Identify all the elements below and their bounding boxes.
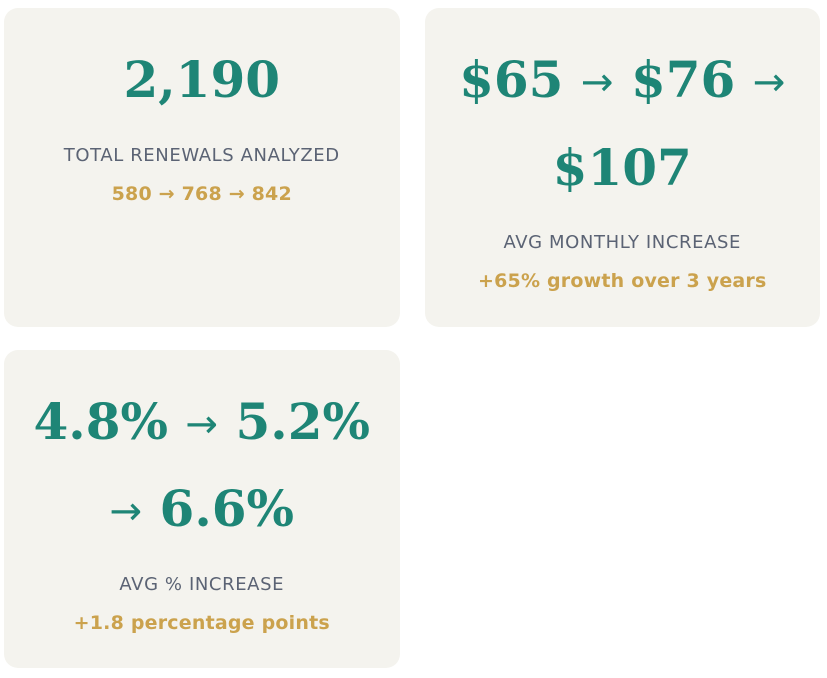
- stat-label: AVG % INCREASE: [119, 573, 285, 595]
- stat-value-line: 2,190: [123, 50, 281, 109]
- stat-detail: +65% growth over 3 years: [477, 270, 767, 293]
- stat-label: TOTAL RENEWALS ANALYZED: [63, 144, 340, 166]
- stat-value: 4.8% → 5.2% → 6.6%: [34, 378, 371, 553]
- stat-detail: +1.8 percentage points: [73, 611, 330, 634]
- stat-value-line: $107: [552, 137, 692, 197]
- stat-value-line: 4.8% → 5.2%: [33, 391, 371, 451]
- arrow-right-icon: →: [580, 60, 614, 106]
- stat-value: 2,190: [123, 36, 280, 124]
- stat-card-total-renewals: 2,190 TOTAL RENEWALS ANALYZED 580 → 768 …: [4, 8, 400, 327]
- arrow-right-icon: →: [752, 60, 786, 106]
- arrow-right-icon: →: [109, 489, 143, 535]
- stat-value-line: → 6.6%: [109, 479, 295, 538]
- stat-detail: 580 → 768 → 842: [111, 182, 292, 205]
- stat-value-line: $65 → $76 →: [459, 50, 786, 109]
- stat-card-avg-monthly-increase: $65 → $76 → $107 AVG MONTHLY INCREASE +6…: [424, 8, 820, 327]
- stat-value: $65 → $76 → $107: [459, 36, 785, 211]
- arrow-right-icon: →: [185, 401, 219, 447]
- stat-card-avg-percent-increase: 4.8% → 5.2% → 6.6% AVG % INCREASE +1.8 p…: [4, 349, 400, 668]
- stat-label: AVG MONTHLY INCREASE: [503, 232, 742, 253]
